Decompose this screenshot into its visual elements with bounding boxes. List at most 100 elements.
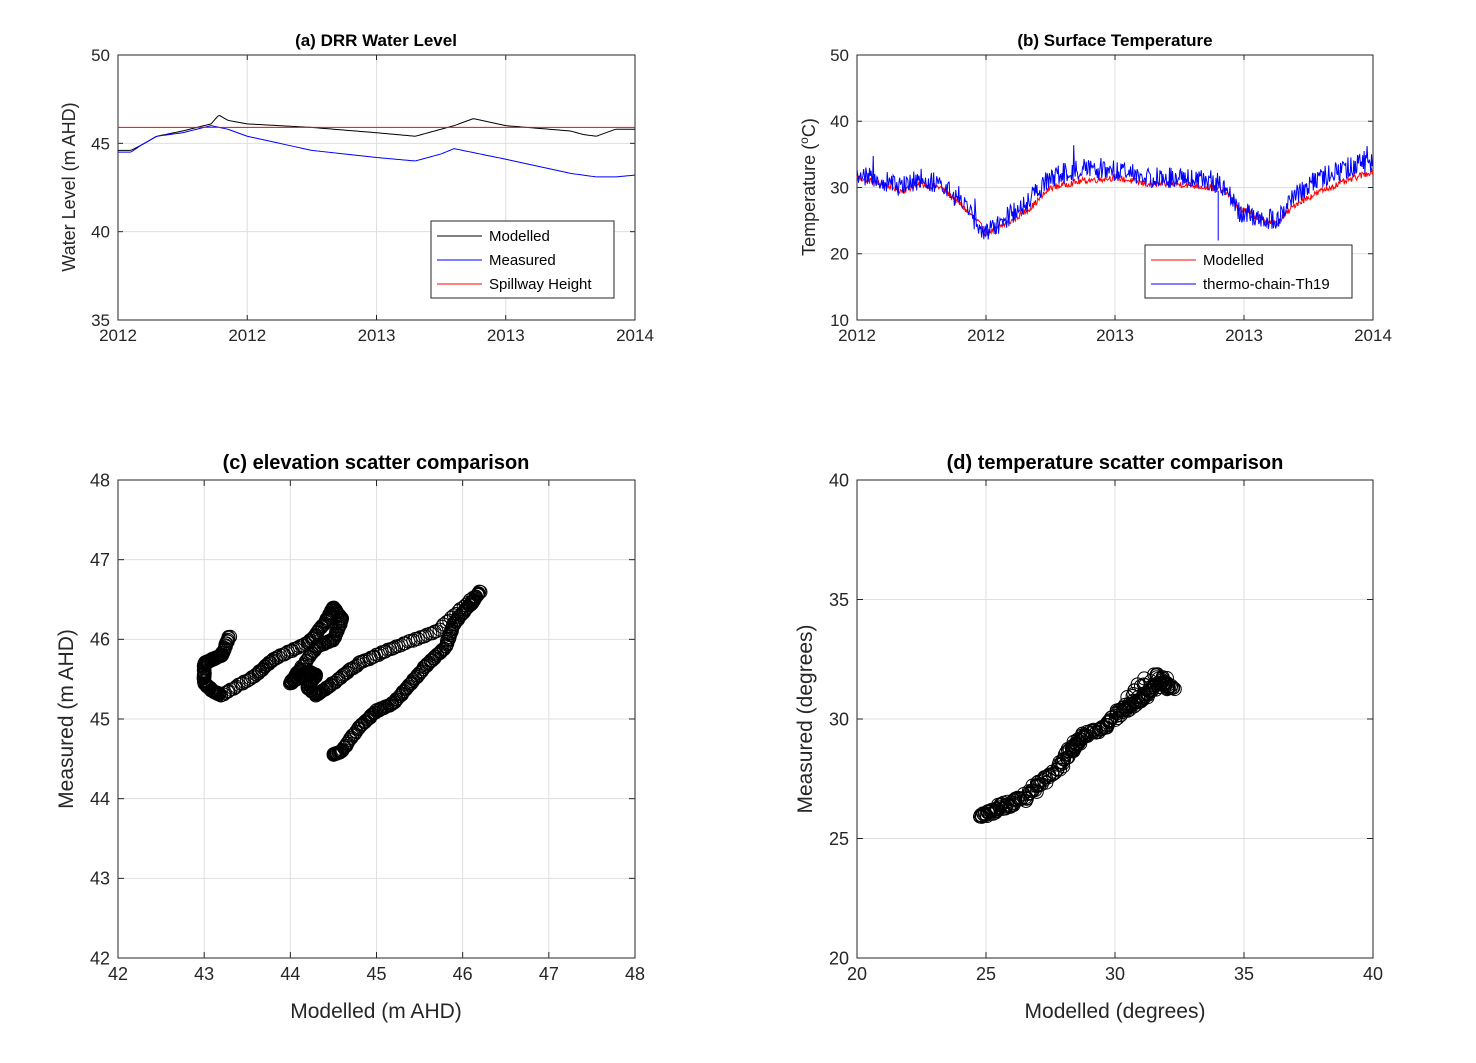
tick-group: 42 43 44 45 46 47 48 42 43 44 45 46 47 48: [90, 470, 645, 984]
legend-label-measured: Measured: [489, 252, 556, 269]
y-axis-label: Measured (m AHD): [55, 629, 78, 809]
y-tick-label: 48: [90, 470, 110, 490]
x-tick-label: 30: [1105, 964, 1125, 984]
legend-label-spillway: Spillway Height: [489, 276, 592, 293]
x-tick-label: 44: [280, 964, 300, 984]
panel-temperature-scatter: 20 25 30 35 40 20 25 30 35 40 (d) temperature sca…: [794, 452, 1383, 1023]
chart-title: (d) temperature scatter comparison: [947, 452, 1284, 474]
scatter-point: [1147, 667, 1162, 682]
scatter-point: [404, 675, 419, 690]
scatter-point: [1101, 713, 1116, 728]
tick-group: 20 25 30 35 40 20 25 30 35 40: [829, 470, 1383, 984]
x-tick-label: 2012: [99, 326, 137, 345]
scatter-point: [334, 744, 349, 759]
y-tick-label: 20: [830, 245, 849, 264]
scatter-point: [380, 642, 395, 657]
x-tick-label: 2012: [838, 326, 876, 345]
y-tick-label: 25: [829, 829, 849, 849]
y-tick-label: 10: [830, 311, 849, 330]
x-tick-label: 45: [366, 964, 386, 984]
scatter-point: [231, 677, 246, 692]
y-tick-label: 35: [829, 590, 849, 610]
x-tick-label: 42: [108, 964, 128, 984]
y-tick-label: 46: [90, 630, 110, 650]
panel-elevation-scatter: 42 43 44 45 46 47 48 42 43 44 45 46 47 48 (c) elevati…: [55, 452, 645, 1023]
scatter-point: [439, 615, 454, 630]
x-tick-label: 2014: [1354, 326, 1392, 345]
scatter-point: [351, 657, 366, 672]
y-axis-label-suffix: C): [799, 118, 819, 137]
scatter-point: [305, 631, 320, 646]
series-line-1: [856, 168, 1374, 238]
x-tick-label: 2012: [228, 326, 266, 345]
chart-title: (b) Surface Temperature: [1017, 31, 1212, 50]
x-tick-label: 40: [1363, 964, 1383, 984]
scatter-point: [389, 692, 404, 707]
scatter-point: [303, 682, 318, 697]
y-tick-label: 40: [830, 112, 849, 131]
y-tick-label: 50: [830, 46, 849, 65]
y-tick-label: 30: [829, 709, 849, 729]
x-tick-label: 2013: [358, 326, 396, 345]
series-line-2: [856, 145, 1374, 240]
scatter-point: [466, 590, 481, 605]
y-tick-label: 47: [90, 550, 110, 570]
legend-label-thermo-chain: thermo-chain-Th19: [1203, 276, 1330, 293]
series-group: [856, 145, 1374, 241]
y-tick-label: 45: [91, 134, 110, 153]
x-tick-label: 46: [453, 964, 473, 984]
chart-title: (c) elevation scatter comparison: [223, 452, 530, 474]
scatter-point: [473, 584, 488, 599]
tick-group: 2012 2012 2013 2013 2014 10 20 30 40 50: [830, 46, 1392, 345]
x-tick-label: 2013: [487, 326, 525, 345]
y-tick-label: 30: [830, 178, 849, 197]
gridlines: [118, 55, 635, 320]
scatter-point: [292, 639, 307, 654]
y-axis-label: Measured (degrees): [794, 624, 817, 813]
scatter-point: [363, 650, 378, 665]
x-tick-label: 2013: [1096, 326, 1134, 345]
scatter-point: [243, 671, 258, 686]
y-tick-label: 44: [90, 789, 110, 809]
scatter-point: [1120, 690, 1135, 705]
x-tick-label: 20: [847, 964, 867, 984]
legend: Modelled thermo-chain-Th19: [1144, 244, 1353, 299]
tick-group: 2012 2012 2013 2013 2014 35 40 45 50: [91, 46, 654, 345]
chart-title: (a) DRR Water Level: [295, 31, 457, 50]
y-tick-label: 20: [829, 948, 849, 968]
y-tick-label: 42: [90, 948, 110, 968]
x-tick-label: 2014: [616, 326, 654, 345]
x-axis-label: Modelled (degrees): [1025, 1000, 1206, 1023]
series-group: [196, 584, 488, 762]
x-tick-label: 47: [539, 964, 559, 984]
x-tick-label: 43: [194, 964, 214, 984]
scatter-point: [1125, 688, 1140, 703]
panel-water-level: 2012 2012 2013 2013 2014 35 40 45 50 (a) DRR Wat…: [59, 31, 654, 345]
y-axis-label: Temperature (oC): [797, 118, 819, 256]
series-line-1: [118, 115, 635, 151]
x-tick-label: 2013: [1225, 326, 1263, 345]
legend-label-modelled: Modelled: [1203, 252, 1264, 269]
series-group: [973, 667, 1182, 824]
x-axis-label: Modelled (m AHD): [290, 1000, 462, 1023]
x-tick-label: 25: [976, 964, 996, 984]
legend-box: [1144, 244, 1353, 299]
series-group: [118, 115, 636, 178]
y-tick-label: 40: [91, 223, 110, 242]
x-tick-label: 35: [1234, 964, 1254, 984]
x-tick-label: 2012: [967, 326, 1005, 345]
y-tick-label: 45: [90, 709, 110, 729]
y-tick-label: 43: [90, 869, 110, 889]
panel-surface-temperature: 2012 2012 2013 2013 2014 10 20 30 40 50 (b) Surfa…: [797, 31, 1392, 345]
scatter-point: [223, 629, 238, 644]
legend-label-modelled: Modelled: [489, 228, 550, 245]
y-tick-label: 35: [91, 311, 110, 330]
y-tick-label: 50: [91, 46, 110, 65]
scatter-point: [1037, 770, 1052, 785]
y-axis-label-superscript: o: [797, 137, 811, 144]
scatter-point: [1167, 682, 1182, 697]
y-tick-label: 40: [829, 470, 849, 490]
y-axis-label: Water Level (m AHD): [59, 102, 79, 271]
scatter-point: [456, 600, 471, 615]
